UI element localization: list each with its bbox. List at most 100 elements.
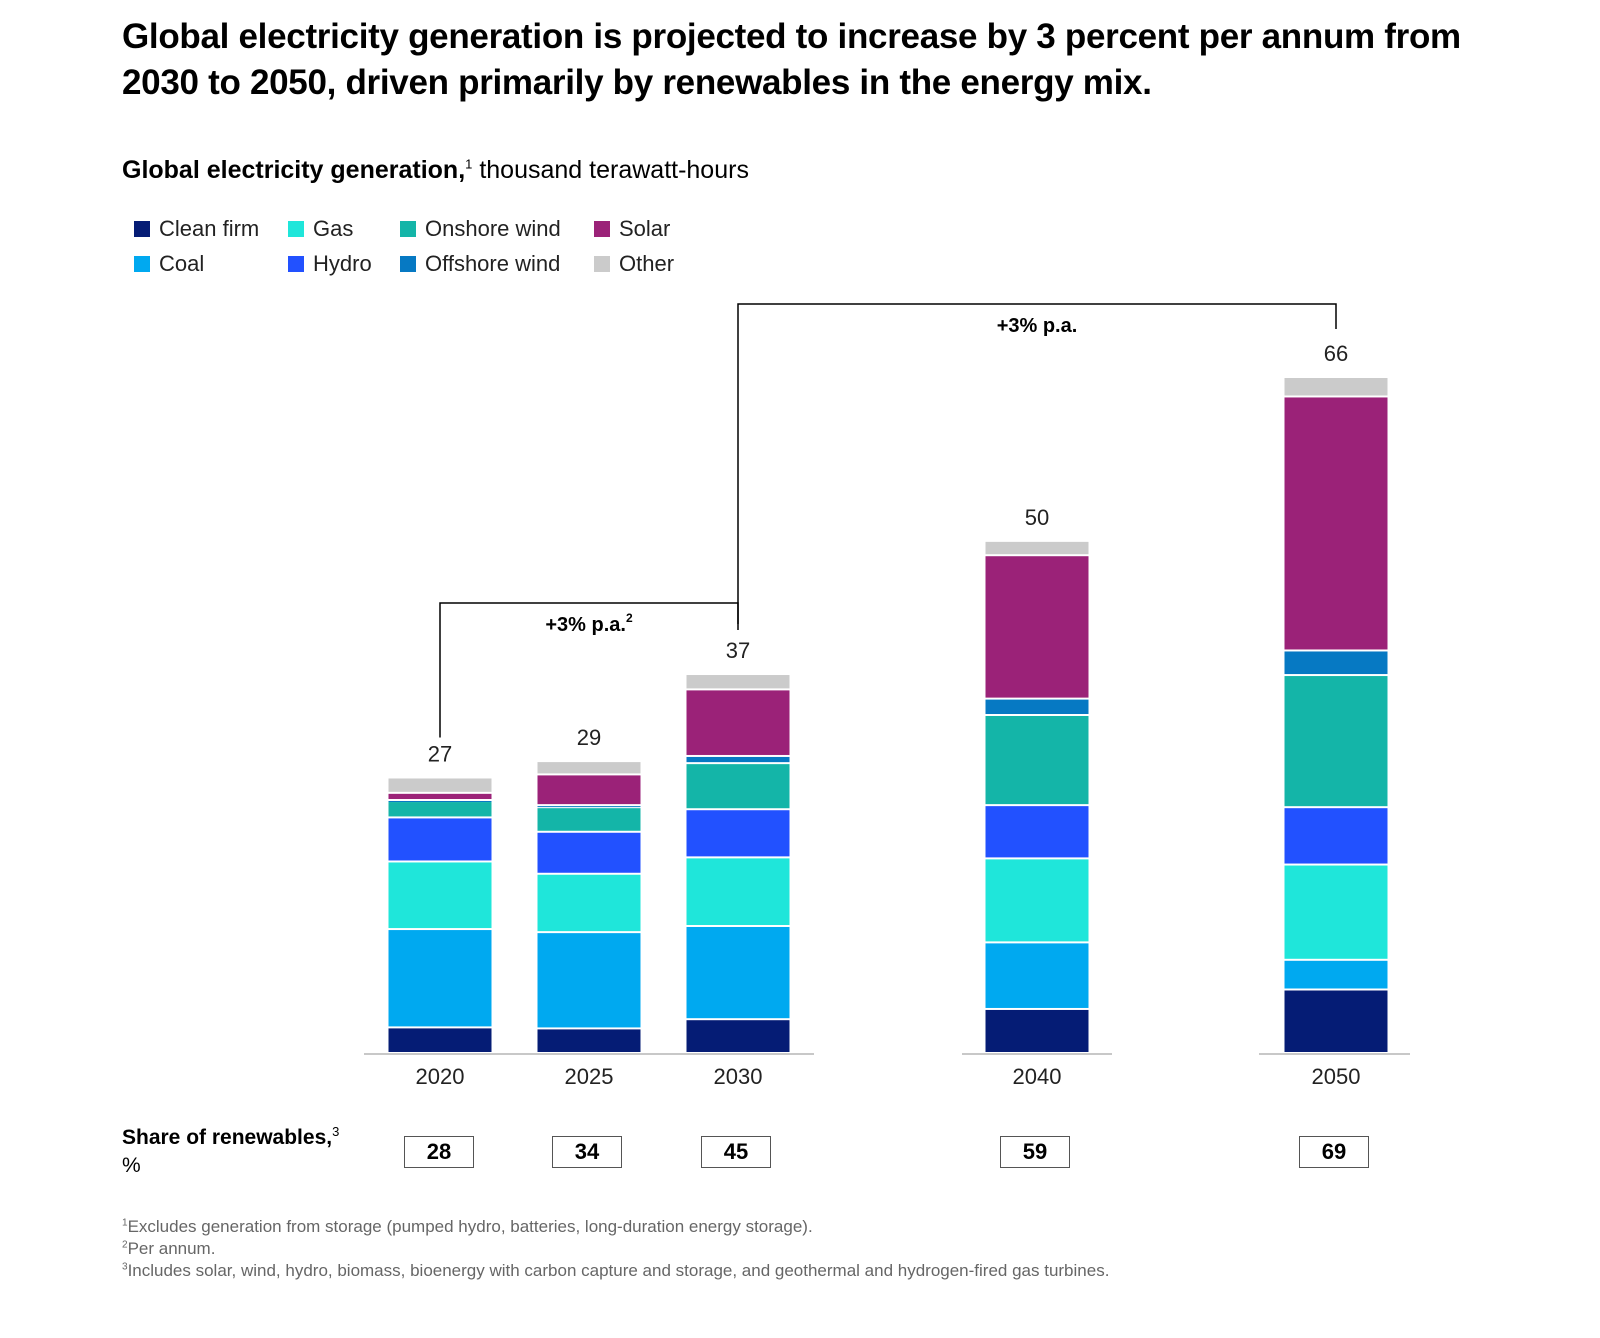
bar-segment-2040-hydro bbox=[985, 806, 1089, 858]
bar-segment-2040-onshore-wind bbox=[985, 716, 1089, 805]
bar-segment-2030-solar bbox=[686, 690, 790, 755]
legend-label-offshore-wind: Offshore wind bbox=[425, 251, 561, 276]
x-tick-label-2020: 2020 bbox=[416, 1064, 465, 1089]
share-value-2020: 28 bbox=[404, 1136, 474, 1168]
growth-label-footnote-ref: 2 bbox=[626, 611, 633, 625]
bar-segment-2020-solar bbox=[388, 793, 492, 800]
subtitle-footnote-ref: 1 bbox=[465, 156, 473, 172]
bar-segment-2040-solar bbox=[985, 556, 1089, 698]
footnote-1-marker: 1 bbox=[122, 1217, 128, 1229]
bar-segment-2040-coal bbox=[985, 943, 1089, 1008]
legend-swatch-solar bbox=[594, 221, 610, 237]
chart-subtitle: Global electricity generation,1 thousand… bbox=[122, 154, 749, 186]
legend-label-hydro: Hydro bbox=[313, 251, 372, 276]
subtitle-bold: Global electricity generation, bbox=[122, 156, 466, 184]
bar-segment-2020-other bbox=[388, 778, 492, 792]
bar-total-label-2020: 27 bbox=[428, 741, 452, 766]
bar-segment-2020-gas bbox=[388, 862, 492, 929]
footnote-2: 2Per annum. bbox=[122, 1238, 1109, 1260]
bar-segment-2040-gas bbox=[985, 859, 1089, 942]
growth-label-2030-2050: +3% p.a. bbox=[997, 315, 1078, 337]
bar-segment-2025-onshore-wind bbox=[537, 808, 641, 831]
bar-segment-2030-offshore-wind bbox=[686, 756, 790, 763]
bar-segment-2050-gas bbox=[1284, 865, 1388, 959]
legend-swatch-other bbox=[594, 256, 610, 272]
bar-segment-2025-other bbox=[537, 762, 641, 774]
bar-segment-2025-gas bbox=[537, 874, 641, 932]
footnote-2-marker: 2 bbox=[122, 1239, 128, 1251]
bar-segment-2030-hydro bbox=[686, 810, 790, 857]
legend-swatch-gas bbox=[288, 221, 304, 237]
bar-segment-2025-clean-firm bbox=[537, 1029, 641, 1052]
footnote-2-text: Per annum. bbox=[127, 1239, 216, 1258]
bar-segment-2025-offshore-wind bbox=[537, 806, 641, 808]
bar-segment-2025-hydro bbox=[537, 832, 641, 873]
legend-item-hydro: Hydro bbox=[288, 249, 372, 279]
legend-item-onshore-wind: Onshore wind bbox=[400, 214, 561, 244]
x-tick-label-2025: 2025 bbox=[565, 1064, 614, 1089]
bar-total-label-2030: 37 bbox=[726, 638, 750, 663]
legend-label-other: Other bbox=[619, 251, 675, 276]
bar-segment-2030-other bbox=[686, 675, 790, 689]
legend-swatch-onshore-wind bbox=[400, 221, 416, 237]
bar-segment-2030-onshore-wind bbox=[686, 764, 790, 809]
bar-segment-2020-offshore-wind bbox=[388, 801, 492, 803]
bar-segment-2050-hydro bbox=[1284, 808, 1388, 864]
bar-segment-2050-other bbox=[1284, 378, 1388, 396]
legend-label-clean-firm: Clean firm bbox=[159, 216, 260, 241]
x-tick-label-2050: 2050 bbox=[1312, 1064, 1361, 1089]
bar-segment-2020-clean-firm bbox=[388, 1028, 492, 1052]
share-of-renewables-label: Share of renewables,3% bbox=[122, 1124, 339, 1180]
legend-item-offshore-wind: Offshore wind bbox=[400, 249, 560, 279]
legend-swatch-hydro bbox=[288, 256, 304, 272]
bar-total-label-2050: 66 bbox=[1324, 341, 1348, 366]
footnote-1-text: Excludes generation from storage (pumped… bbox=[127, 1217, 813, 1236]
footnote-3-marker: 3 bbox=[122, 1261, 128, 1273]
bar-segment-2040-offshore-wind bbox=[985, 699, 1089, 714]
bar-segment-2040-clean-firm bbox=[985, 1009, 1089, 1052]
bar-total-label-2040: 50 bbox=[1025, 505, 1049, 530]
x-tick-label-2040: 2040 bbox=[1013, 1064, 1062, 1089]
bar-segment-2025-solar bbox=[537, 775, 641, 805]
bar-segment-2020-hydro bbox=[388, 818, 492, 861]
footnotes: 1Excludes generation from storage (pumpe… bbox=[122, 1216, 1109, 1282]
growth-label-text: +3% p.a. bbox=[997, 315, 1078, 337]
share-value-2030: 45 bbox=[701, 1136, 771, 1168]
legend-label-onshore-wind: Onshore wind bbox=[425, 216, 561, 241]
share-value-2040: 59 bbox=[1000, 1136, 1070, 1168]
legend-item-gas: Gas bbox=[288, 214, 353, 244]
legend-swatch-coal bbox=[134, 256, 150, 272]
bar-segment-2025-coal bbox=[537, 933, 641, 1028]
legend-item-coal: Coal bbox=[134, 249, 204, 279]
x-tick-label-2030: 2030 bbox=[714, 1064, 763, 1089]
growth-label-2020-2030: +3% p.a.2 bbox=[545, 611, 633, 636]
legend-label-gas: Gas bbox=[313, 216, 354, 241]
footnote-3: 3Includes solar, wind, hydro, biomass, b… bbox=[122, 1260, 1109, 1282]
share-value-2025: 34 bbox=[552, 1136, 622, 1168]
bar-segment-2030-coal bbox=[686, 926, 790, 1019]
subtitle-unit: thousand terawatt-hours bbox=[472, 156, 749, 184]
footnote-1: 1Excludes generation from storage (pumpe… bbox=[122, 1216, 1109, 1238]
share-label-bold: Share of renewables, bbox=[122, 1126, 333, 1149]
growth-label-text: +3% p.a. bbox=[545, 614, 626, 636]
bar-segment-2020-coal bbox=[388, 930, 492, 1027]
bar-segment-2050-onshore-wind bbox=[1284, 676, 1388, 807]
legend-item-other: Other bbox=[594, 249, 674, 279]
bar-segment-2050-coal bbox=[1284, 960, 1388, 989]
bar-segment-2030-clean-firm bbox=[686, 1020, 790, 1052]
share-value-2050: 69 bbox=[1299, 1136, 1369, 1168]
bar-total-label-2025: 29 bbox=[577, 725, 601, 750]
legend-swatch-offshore-wind bbox=[400, 256, 416, 272]
bar-segment-2050-clean-firm bbox=[1284, 990, 1388, 1052]
legend-swatch-clean-firm bbox=[134, 221, 150, 237]
bar-segment-2050-offshore-wind bbox=[1284, 651, 1388, 675]
bar-segment-2020-onshore-wind bbox=[388, 802, 492, 817]
bar-segment-2050-solar bbox=[1284, 397, 1388, 650]
bar-segment-2030-gas bbox=[686, 858, 790, 925]
legend-item-clean-firm: Clean firm bbox=[134, 214, 259, 244]
legend-label-coal: Coal bbox=[159, 251, 205, 276]
footnote-3-text: Includes solar, wind, hydro, biomass, bi… bbox=[127, 1261, 1110, 1280]
page-title: Global electricity generation is project… bbox=[122, 17, 1461, 102]
legend-label-solar: Solar bbox=[619, 216, 671, 241]
